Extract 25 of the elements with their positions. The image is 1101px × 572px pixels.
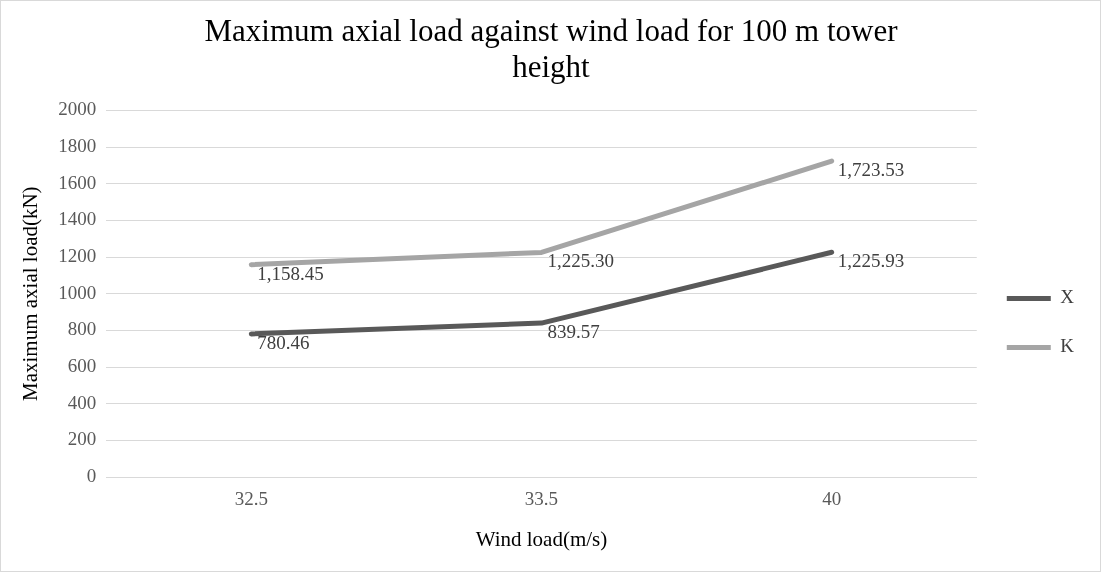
y-tick-label: 200: [67, 428, 97, 450]
legend-label: K: [1060, 335, 1075, 357]
x-axis-title: Wind load(m/s): [475, 526, 608, 551]
y-tick-label: 600: [67, 355, 97, 376]
y-tick-label: 1400: [58, 208, 97, 230]
chart-title: Maximum axial load against wind load for 100 m tower height: [203, 13, 899, 85]
data-label: 839.57: [547, 321, 600, 343]
y-tick-label: 1800: [58, 135, 97, 157]
y-axis-title: Maximum axial load(kN): [18, 186, 43, 402]
y-tick-label: 400: [67, 391, 97, 413]
data-label: 1,723.53: [837, 159, 905, 181]
x-tick-label: 33.5: [524, 488, 559, 510]
y-tick-label: 1600: [58, 171, 97, 193]
y-tick-label: 1200: [58, 245, 97, 267]
y-tick-label: 1000: [58, 281, 97, 303]
data-label: 1,225.93: [837, 250, 905, 272]
data-label: 1,158.45: [257, 262, 324, 284]
y-tick-label: 0: [86, 464, 97, 486]
y-tick-label: 2000: [58, 98, 97, 120]
y-tick-label: 800: [67, 318, 97, 340]
data-label: 780.46: [257, 331, 310, 353]
x-tick-label: 40: [822, 488, 842, 510]
legend-label: X: [1060, 286, 1075, 308]
data-label: 1,225.30: [547, 250, 614, 272]
x-tick-label: 32.5: [234, 488, 268, 510]
